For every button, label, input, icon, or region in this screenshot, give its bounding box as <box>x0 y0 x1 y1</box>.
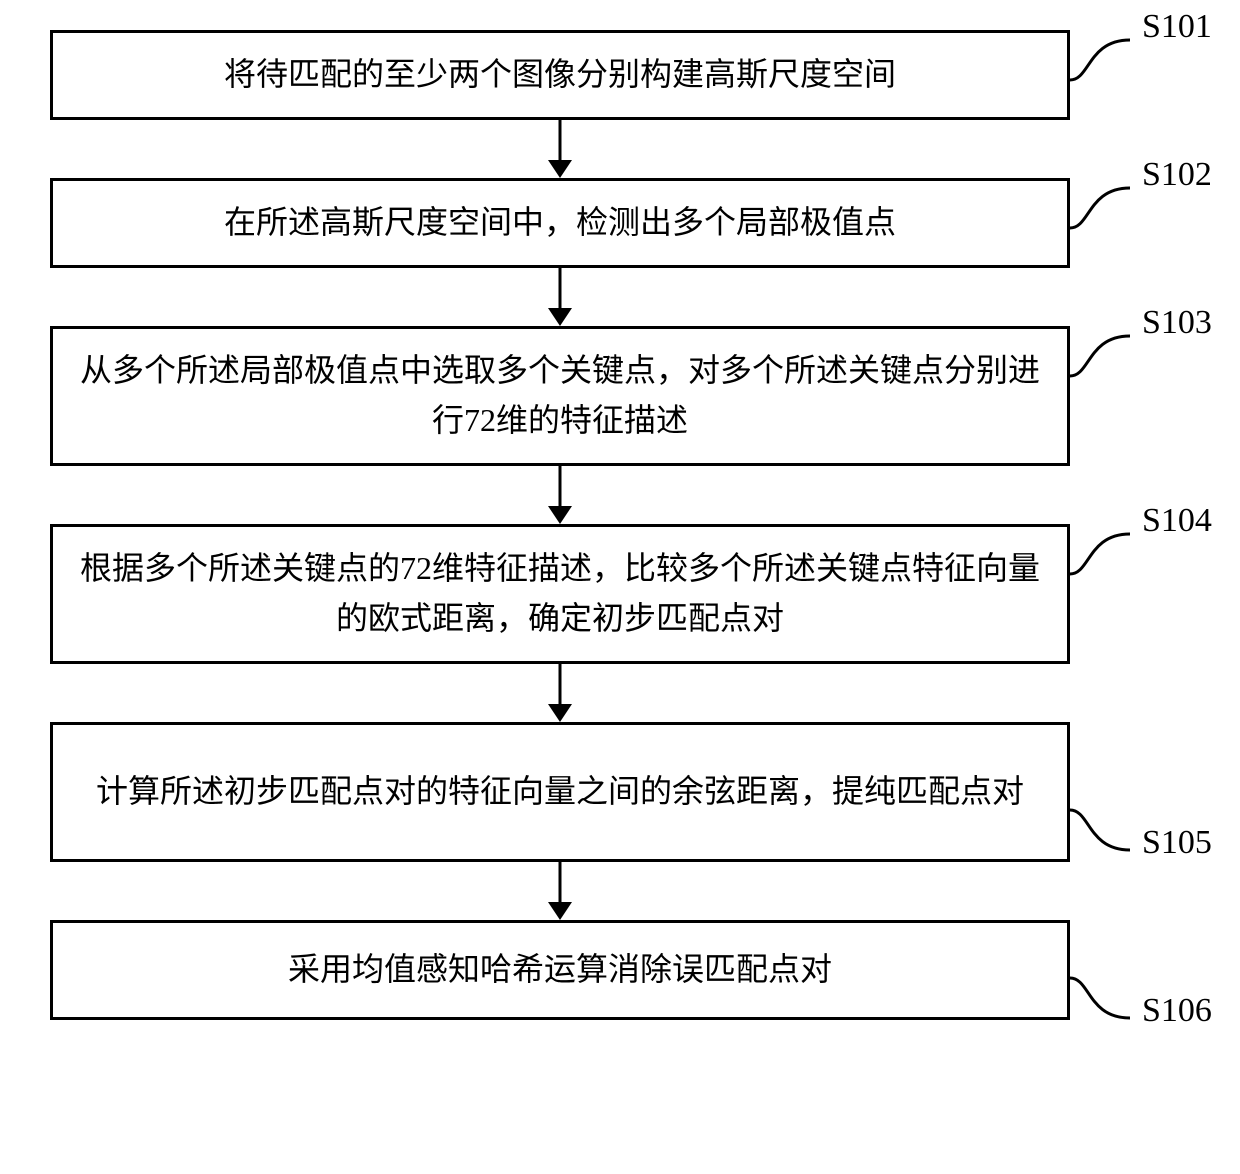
label-hook <box>1070 794 1140 854</box>
flow-step-s102: 在所述高斯尺度空间中，检测出多个局部极值点 S102 <box>50 178 1190 268</box>
flow-box: 从多个所述局部极值点中选取多个关键点，对多个所述关键点分别进行72维的特征描述 <box>50 326 1070 466</box>
step-label: S101 <box>1142 8 1212 46</box>
label-hook <box>1070 332 1140 392</box>
flow-arrow <box>50 120 1070 178</box>
step-label: S103 <box>1142 304 1212 342</box>
flow-arrow <box>50 664 1070 722</box>
flow-box-text: 根据多个所述关键点的72维特征描述，比较多个所述关键点特征向量的欧式距离，确定初… <box>73 544 1047 643</box>
flowchart-container: 将待匹配的至少两个图像分别构建高斯尺度空间 S101 在所述高斯尺度空间中，检测… <box>50 30 1190 1020</box>
step-label: S102 <box>1142 156 1212 194</box>
flow-arrow <box>50 466 1070 524</box>
flow-arrow <box>50 862 1070 920</box>
step-label: S105 <box>1142 824 1212 862</box>
flow-box: 计算所述初步匹配点对的特征向量之间的余弦距离，提纯匹配点对 <box>50 722 1070 862</box>
label-hook <box>1070 36 1140 96</box>
flow-box: 根据多个所述关键点的72维特征描述，比较多个所述关键点特征向量的欧式距离，确定初… <box>50 524 1070 664</box>
flow-box-text: 将待匹配的至少两个图像分别构建高斯尺度空间 <box>224 50 896 100</box>
flow-box-text: 在所述高斯尺度空间中，检测出多个局部极值点 <box>224 198 896 248</box>
flow-box: 采用均值感知哈希运算消除误匹配点对 <box>50 920 1070 1020</box>
label-hook <box>1070 184 1140 244</box>
label-hook <box>1070 530 1140 590</box>
flow-step-s101: 将待匹配的至少两个图像分别构建高斯尺度空间 S101 <box>50 30 1190 120</box>
flow-box-text: 从多个所述局部极值点中选取多个关键点，对多个所述关键点分别进行72维的特征描述 <box>73 346 1047 445</box>
flow-box-text: 采用均值感知哈希运算消除误匹配点对 <box>288 945 832 995</box>
flow-box-text: 计算所述初步匹配点对的特征向量之间的余弦距离，提纯匹配点对 <box>96 767 1024 817</box>
flow-arrow <box>50 268 1070 326</box>
label-hook <box>1070 962 1140 1022</box>
flow-box: 将待匹配的至少两个图像分别构建高斯尺度空间 <box>50 30 1070 120</box>
step-label: S106 <box>1142 992 1212 1030</box>
flow-step-s104: 根据多个所述关键点的72维特征描述，比较多个所述关键点特征向量的欧式距离，确定初… <box>50 524 1190 664</box>
flow-step-s103: 从多个所述局部极值点中选取多个关键点，对多个所述关键点分别进行72维的特征描述 … <box>50 326 1190 466</box>
flow-step-s106: 采用均值感知哈希运算消除误匹配点对 S106 <box>50 920 1190 1020</box>
flow-step-s105: 计算所述初步匹配点对的特征向量之间的余弦距离，提纯匹配点对 S105 <box>50 722 1190 862</box>
flow-box: 在所述高斯尺度空间中，检测出多个局部极值点 <box>50 178 1070 268</box>
step-label: S104 <box>1142 502 1212 540</box>
